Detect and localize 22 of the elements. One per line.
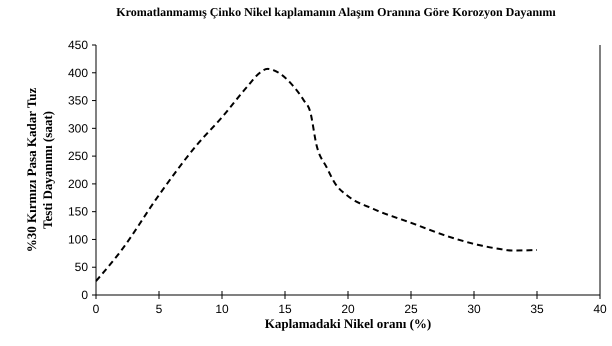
y-tick-label: 250 <box>68 149 88 164</box>
y-axis-title: %30 Kırmızı Pasa Kadar Tuz Testi Dayanımı (saat) <box>24 88 55 252</box>
x-tick-label: 25 <box>404 302 418 316</box>
y-tick-label: 350 <box>68 94 88 108</box>
y-tick-label: 100 <box>68 232 88 246</box>
y-tick-label: 50 <box>74 260 88 274</box>
y-tick-label: 400 <box>68 66 88 80</box>
x-tick-label: 0 <box>92 302 100 316</box>
y-tick-label: 200 <box>68 176 88 191</box>
y-tick-label: 450 <box>68 38 88 52</box>
y-tick-label: 150 <box>68 204 88 219</box>
x-tick-label: 15 <box>278 302 292 316</box>
y-tick-label: 0 <box>81 288 88 302</box>
x-tick-label: 40 <box>593 302 607 316</box>
x-tick-label: 35 <box>530 302 544 316</box>
y-tick-label: 300 <box>68 121 88 136</box>
x-tick-label: 5 <box>156 302 163 316</box>
x-tick-label: 10 <box>215 302 229 316</box>
x-tick-label: 20 <box>341 302 355 316</box>
chart-title: Kromatlanmamış Çinko Nikel kaplamanın Alaşım Oranına Göre Korozyon Dayanımı <box>116 5 556 19</box>
x-tick-label: 30 <box>467 302 481 316</box>
x-axis-title: Kaplamadaki Nikel oranı (%) <box>264 316 432 331</box>
